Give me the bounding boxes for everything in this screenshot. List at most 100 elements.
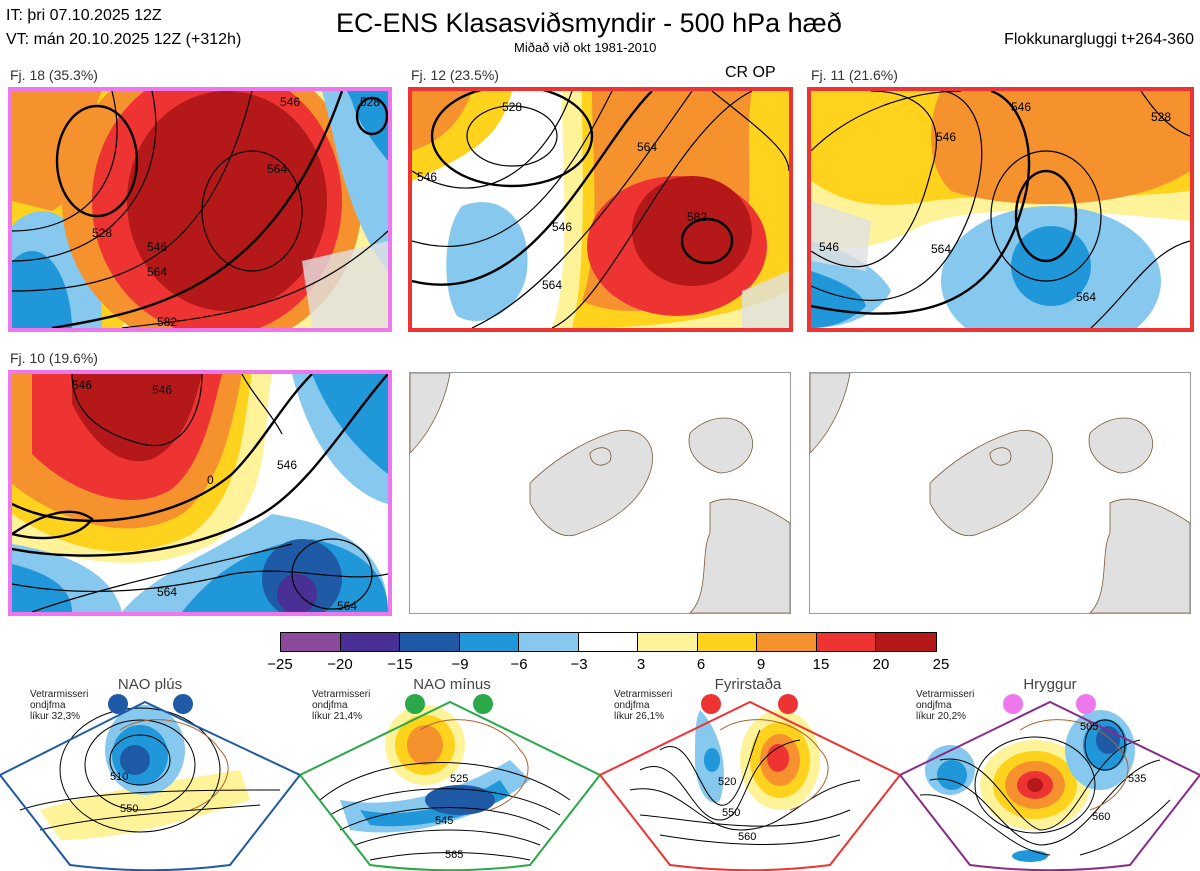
- regime-title-2: NAO mínus: [413, 676, 491, 693]
- contour-label: 564: [1076, 290, 1096, 304]
- contour-label: 546: [1011, 100, 1031, 114]
- regime-dot: [778, 694, 798, 714]
- regime-title-3: Fyrirstaða: [714, 676, 782, 693]
- colorbar-tick: 15: [812, 656, 830, 673]
- contour-label: 528: [92, 226, 112, 240]
- regime-note-line: ondjfma: [916, 700, 952, 711]
- contour-label: 550: [120, 803, 138, 815]
- regime-title-4: Hryggur: [1023, 676, 1077, 693]
- cluster-label-3: Fj. 11 (21.6%): [811, 67, 898, 83]
- colorbar-tick: −3: [570, 656, 588, 673]
- classification-window: Flokkunargluggi t+264-360: [1004, 31, 1194, 48]
- contour-label: 546: [552, 220, 572, 234]
- cluster-map-3: 546 546 528 546 564 564: [807, 87, 1194, 332]
- regime-note-line: Vetrarmisseri: [614, 689, 673, 700]
- regime-note-3: Vetrarmisseri ondjfma líkur 26,1%: [614, 689, 672, 722]
- contour-label: 0: [207, 473, 214, 487]
- colorbar-tick: 6: [696, 656, 706, 673]
- contour-label: 528: [1151, 110, 1171, 124]
- regime-note-1: Vetrarmisseri ondjfma líkur 32,3%: [30, 689, 88, 722]
- colorbar-tick: 3: [636, 656, 646, 673]
- contour-label: 510: [110, 771, 128, 783]
- contour-label: 560: [1092, 811, 1110, 823]
- regime-note-2: Vetrarmisseri ondjfma líkur 21,4%: [312, 689, 370, 722]
- regime-map-1: 510 550: [0, 694, 300, 871]
- contour-label: 564: [157, 585, 177, 599]
- colorbar-segment: [697, 633, 757, 651]
- empty-map-6: [809, 372, 1191, 614]
- colorbar-segment: [757, 633, 817, 651]
- regime-note-line: líkur 20,2%: [916, 711, 967, 722]
- contour-label: 545: [435, 815, 453, 827]
- cluster-label-1: Fj. 18 (35.3%): [10, 67, 98, 83]
- contour-label: 564: [542, 278, 562, 292]
- colorbar-segment: [459, 633, 519, 651]
- contour-label: 546: [280, 95, 300, 109]
- contour-label: 528: [502, 100, 522, 114]
- contour-label: 528: [360, 95, 380, 109]
- colorbar-tick: −25: [267, 656, 293, 673]
- cluster-label-2: Fj. 12 (23.5%): [411, 67, 499, 83]
- contour-label: 535: [1128, 773, 1146, 785]
- regime-note-line: Vetrarmisseri: [916, 689, 975, 700]
- contour-label: 564: [267, 162, 287, 176]
- regime-dot: [108, 694, 128, 714]
- cluster-map-2: 528 546 564 546 564 582: [408, 87, 793, 332]
- contour-label: 550: [722, 807, 740, 819]
- contour-label: 565: [445, 849, 463, 861]
- contour-label: 546: [819, 240, 839, 254]
- colorbar-tick: −20: [327, 656, 353, 673]
- cluster-map-4: 546 546 0 546 564 564: [8, 370, 392, 616]
- colorbar-segment: [281, 633, 341, 651]
- regime-dot: [405, 694, 425, 714]
- empty-map-5: [409, 372, 791, 614]
- colorbar-tick: −15: [387, 656, 413, 673]
- regime-note-line: Vetrarmisseri: [312, 689, 371, 700]
- contour-label: 582: [157, 315, 177, 328]
- regime-note-line: Vetrarmisseri: [30, 689, 89, 700]
- colorbar-segment: [400, 633, 460, 651]
- colorbar-segment: [578, 633, 638, 651]
- colorbar-tick: −9: [451, 656, 469, 673]
- colorbar-segment: [816, 633, 876, 651]
- contour-label: 564: [337, 599, 357, 612]
- regime-dot: [701, 694, 721, 714]
- contour-label: 546: [417, 170, 437, 184]
- contour-label: 525: [450, 773, 468, 785]
- colorbar-tick: 9: [756, 656, 766, 673]
- contour-label: 564: [931, 242, 951, 256]
- contour-label: 546: [936, 130, 956, 144]
- cluster-map-1: 546 528 564 582 528 564 546: [8, 87, 392, 332]
- colorbar-tick: 25: [932, 656, 950, 673]
- colorbar-segment: [638, 633, 698, 651]
- regime-map-2: 525 545 565: [300, 694, 600, 871]
- regime-dot: [473, 694, 493, 714]
- contour-label: 546: [277, 458, 297, 472]
- colorbar-segment: [519, 633, 579, 651]
- colorbar-segment: [876, 633, 936, 651]
- contour-label: 564: [637, 140, 657, 154]
- contour-label: 505: [1080, 721, 1098, 733]
- colorbar-segment: [340, 633, 400, 651]
- colorbar-tick: 20: [872, 656, 890, 673]
- regime-map-4: 505 535 560: [900, 694, 1200, 871]
- climatology-subtitle: Miðað við okt 1981-2010: [514, 40, 657, 55]
- contour-label: 582: [687, 210, 707, 224]
- regime-note-line: líkur 26,1%: [614, 711, 665, 722]
- regime-title-1: NAO plús: [117, 676, 183, 693]
- contour-label: 546: [147, 240, 167, 254]
- regime-note-line: ondjfma: [614, 700, 650, 711]
- colorbar-tick: −6: [510, 656, 528, 673]
- regime-note-line: ondjfma: [30, 700, 66, 711]
- regime-note-4: Vetrarmisseri ondjfma líkur 20,2%: [916, 689, 974, 722]
- regime-dot: [1076, 694, 1096, 714]
- contour-label: 520: [718, 776, 736, 788]
- regime-map-3: 520 550 560: [600, 694, 900, 871]
- contour-label: 546: [152, 383, 172, 397]
- valid-time: VT: mán 20.10.2025 12Z (+312h): [6, 31, 242, 48]
- anomaly-colorbar: [280, 632, 937, 652]
- regime-dot: [173, 694, 193, 714]
- regime-note-line: ondjfma: [312, 700, 348, 711]
- regime-note-line: líkur 21,4%: [312, 711, 363, 722]
- cr-op-badge: CR OP: [725, 64, 776, 81]
